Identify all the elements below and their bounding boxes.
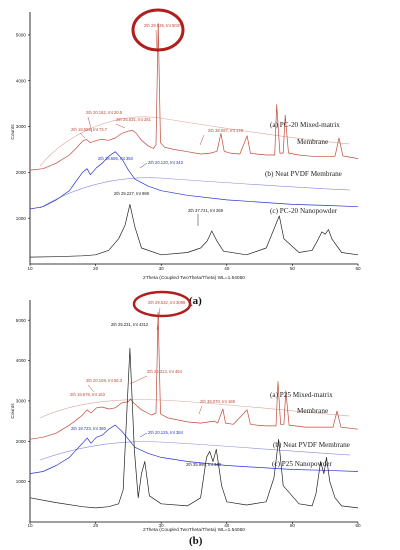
annotation: 2th 35.995, Int 340	[186, 462, 222, 467]
y-tick-label: 5000	[16, 33, 27, 38]
annotation: 2th 18.685, Int 350	[98, 156, 134, 161]
series-line-mixed-matrix	[29, 23, 359, 171]
annotation: 2th 29.535, Int 5037	[144, 23, 182, 28]
series-label: (a) P25 Mixed-matrix	[270, 391, 333, 399]
annotation: 2th 25.231, Int 4312	[111, 322, 149, 327]
series-line-neat-pvdf	[29, 151, 359, 210]
annotation: 2th 20.159, Int 56.3	[86, 378, 123, 383]
x-tick-label: 50	[290, 523, 296, 528]
leader-line	[115, 123, 126, 129]
x-tick-label: 40	[224, 523, 230, 528]
leader-line	[129, 375, 148, 385]
x-axis-title: 2Theta (Coupled TwoTheta/Theta) WL=1.540…	[143, 275, 245, 281]
series-label: (a) PC-20 Mixed-matrix	[270, 121, 340, 129]
series-lines	[29, 23, 359, 258]
ticks: 10 20 30 40 50 60 1000 2000 3000 4000 5000	[16, 33, 361, 271]
series-line-mixed-matrix	[29, 311, 359, 440]
highlight-circle	[132, 290, 192, 318]
baseline-curve	[39, 441, 351, 461]
annotation: 2th 25.227, Int 998	[114, 191, 150, 196]
leader-line	[155, 29, 158, 53]
annotation: 2th 25.313, Int 464	[147, 369, 183, 374]
y-axis-title: Counts	[10, 124, 16, 140]
x-tick-label: 30	[159, 523, 165, 528]
y-tick-label: 5000	[16, 318, 27, 323]
series-lines	[29, 311, 359, 509]
series-label: (b) Neat PVDF Membrane	[265, 170, 342, 178]
series-line-neat-pvdf	[29, 424, 359, 474]
leader-line	[87, 116, 93, 133]
annotation: 2th 20.120, Int 343	[148, 160, 184, 165]
leader-line	[198, 405, 203, 415]
chart-panel-b: Counts 2Theta (Coupled TwoTheta/Theta) W…	[10, 290, 361, 533]
leader-line	[199, 134, 205, 146]
series-label: (b) Neat PVDF Membrane	[273, 441, 350, 449]
baseline-curve	[39, 177, 351, 209]
series-label: (c) P25 Nanopowder	[272, 460, 332, 468]
x-tick-label: 20	[93, 266, 99, 271]
ticks: 10 20 30 40 50 60 1000 2000 3000 4000 5000	[16, 318, 361, 528]
series-line-nanopowder	[29, 348, 359, 509]
highlight-circle	[131, 8, 185, 52]
y-tick-label: 3000	[16, 124, 27, 129]
leader-line	[139, 432, 148, 438]
y-tick-label: 1000	[16, 479, 27, 484]
x-tick-label: 40	[224, 266, 230, 271]
y-tick-label: 3000	[16, 399, 27, 404]
y-tick-label: 1000	[16, 216, 27, 221]
y-tick-label: 2000	[16, 170, 27, 175]
annotation: 2th 38.097, Int 178	[208, 128, 244, 133]
x-tick-label: 50	[290, 266, 296, 271]
x-axis-title: 2Theta (Coupled TwoTheta/Theta) WL=1.540…	[143, 527, 245, 533]
series-label: (c) PC-20 Nanopowder	[270, 207, 338, 215]
annotation: 2th 18.676, Int 153	[70, 392, 106, 397]
x-tick-label: 10	[27, 523, 33, 528]
annotation: 2th 18.723, Int 380	[71, 426, 107, 431]
y-tick-label: 2000	[16, 439, 27, 444]
annotation: 2th 20.162, Int 20.5	[86, 110, 123, 115]
leader-line	[87, 384, 95, 393]
panel-label-a: (a)	[189, 295, 202, 307]
leader-line	[139, 162, 148, 169]
y-axis-title: Counts	[10, 403, 16, 419]
x-tick-label: 20	[93, 523, 99, 528]
series-label: Membrane	[297, 407, 328, 415]
x-tick-label: 60	[355, 266, 361, 271]
x-tick-label: 30	[159, 266, 165, 271]
annotation: 2th 25.631, Int 281	[116, 117, 152, 122]
y-tick-label: 4000	[16, 78, 27, 83]
leader-line	[79, 132, 86, 139]
y-tick-label: 4000	[16, 358, 27, 363]
annotation: 2th 37.721, Int 269	[188, 208, 224, 213]
chart-panel-a: Counts 2Theta (Coupled TwoTheta/Theta) W…	[10, 8, 361, 281]
x-tick-label: 10	[27, 266, 33, 271]
series-label: Membrane	[297, 138, 328, 146]
series-line-nanopowder	[29, 204, 359, 258]
annotation: 2th 38.070, Int 188	[200, 399, 236, 404]
panel-label-b: (b)	[189, 535, 203, 547]
x-tick-label: 60	[355, 523, 361, 528]
annotation: 2th 29.532, Int 3089	[148, 300, 186, 305]
annotation: 2th 20.125, Int 384	[148, 430, 184, 435]
annotation: 2th 18.586, Int 73.7	[71, 127, 108, 132]
leader-line	[156, 307, 161, 331]
